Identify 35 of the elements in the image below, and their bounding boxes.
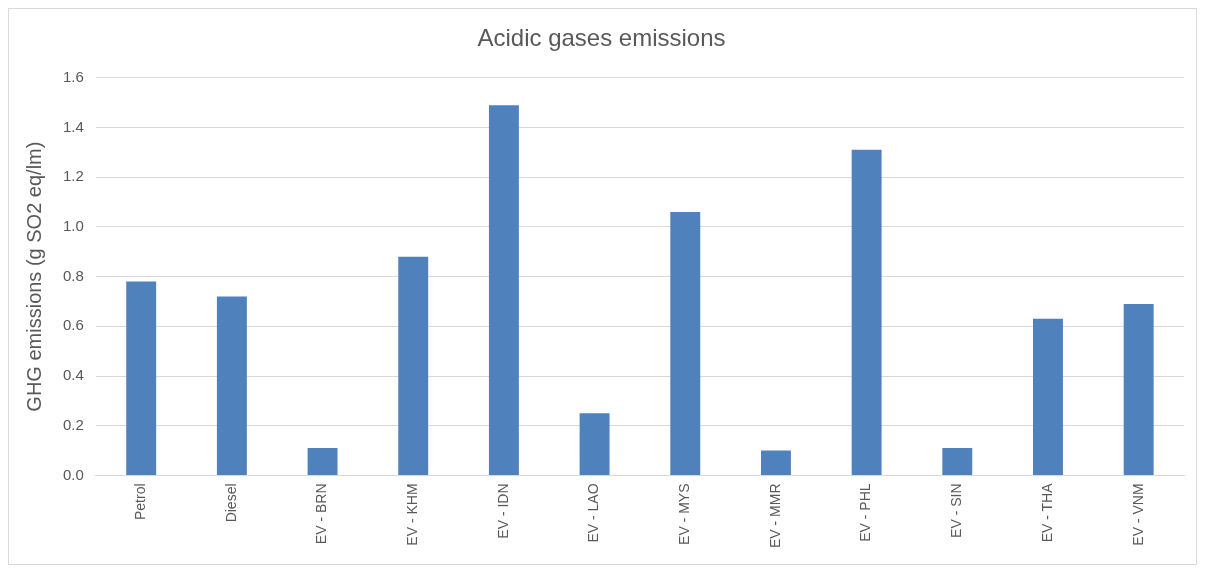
y-tick-label: 1.4 (62, 117, 84, 135)
x-tick-label: EV - THA (1038, 482, 1055, 543)
y-tick-label: 1.0 (62, 217, 84, 235)
y-axis-title: GHG emissions (g SO2 eq/lm) (22, 141, 45, 412)
bar (579, 413, 610, 475)
y-tick-label: 1.2 (62, 167, 84, 185)
bar (851, 149, 882, 475)
x-tick-label: Diesel (222, 483, 239, 523)
y-tick-label: 0.8 (62, 266, 84, 284)
bar (1123, 303, 1154, 475)
bar (216, 296, 247, 475)
x-tick-label: EV - MYS (676, 483, 693, 545)
bar (398, 256, 429, 475)
x-tick-label: EV - MMR (766, 483, 783, 549)
y-tick-label: 0.6 (62, 316, 84, 334)
bar (942, 448, 973, 475)
chart-title: Acidic gases emissions (477, 24, 726, 52)
x-tick-label: EV - PHL (857, 483, 874, 542)
y-tick-label: 0.2 (62, 415, 84, 433)
x-tick-label: EV - BRN (313, 483, 330, 545)
y-tick-label: 0.0 (62, 465, 84, 483)
x-tick-label: EV - VNM (1129, 483, 1146, 546)
bar (488, 105, 519, 475)
x-tick-label: EV - SIN (948, 483, 965, 538)
bar (126, 281, 157, 475)
x-tick-label: EV - IDN (494, 483, 511, 539)
bar (760, 450, 791, 475)
x-tick-label: EV - LAO (585, 483, 602, 543)
bar (1033, 318, 1063, 475)
x-tick-label: Petrol (132, 483, 149, 521)
x-tick-label: EV - KHM (404, 483, 421, 546)
bar (307, 448, 338, 475)
y-tick-label: 0.4 (62, 366, 84, 384)
bar (670, 212, 701, 475)
y-tick-label: 1.6 (62, 67, 84, 85)
